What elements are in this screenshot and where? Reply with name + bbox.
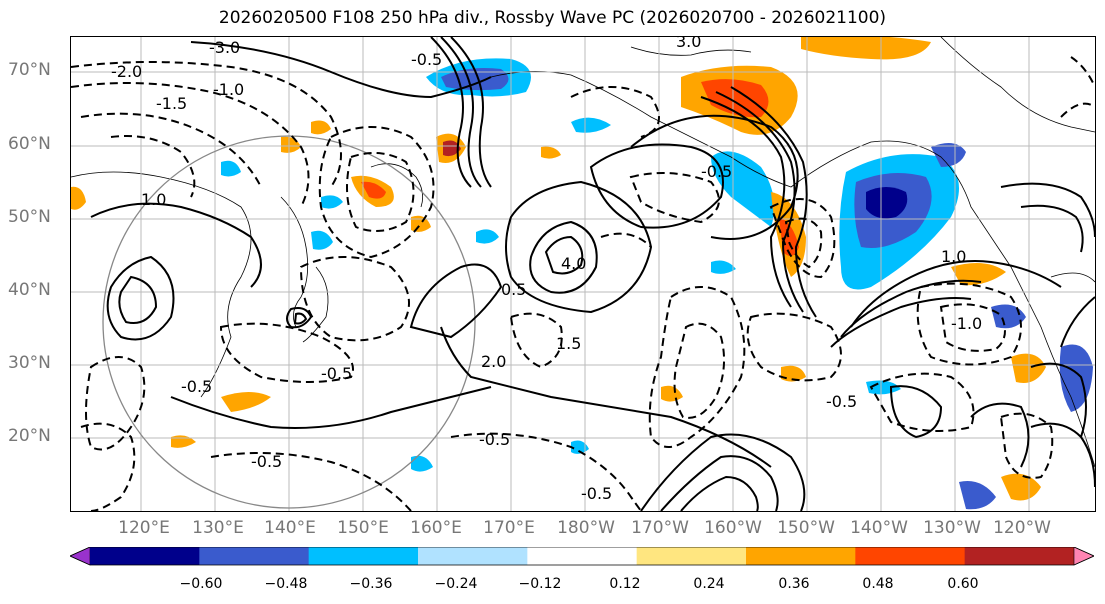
colorbar-segment: [199, 547, 310, 565]
radius-circle: [102, 135, 476, 509]
colorbar-segment: [90, 547, 200, 565]
lon-label-140w: 140°W: [850, 518, 908, 538]
lat-label-20n: 20°N: [8, 426, 51, 446]
lon-label-150e: 150°E: [337, 518, 389, 538]
colorbar-tick: 0.36: [778, 576, 810, 592]
contour-label: -3.0: [209, 38, 240, 57]
positive-divergence-shading: [71, 37, 1046, 501]
colorbar-segment: [855, 547, 966, 565]
contour-label: -0.5: [181, 377, 212, 396]
map-panel: -3.0 -2.0 -1.5 -1.0 -0.5 0.5 1.0 1.5 2.0…: [70, 36, 1096, 512]
colorbar: [70, 547, 1094, 566]
negative-contours: [71, 56, 1095, 511]
colorbar-tick: 0.24: [693, 576, 725, 592]
lat-label-40n: 40°N: [8, 280, 51, 300]
positive-contours: [90, 37, 1095, 511]
contour-label: -1.5: [156, 94, 187, 113]
contour-label: -2.0: [111, 62, 142, 81]
contour-label: -0.5: [321, 364, 352, 383]
map-canvas: -3.0 -2.0 -1.5 -1.0 -0.5 0.5 1.0 1.5 2.0…: [71, 37, 1095, 511]
contour-label: -0.5: [479, 430, 510, 449]
colorbar-tick: −0.24: [434, 576, 478, 592]
lon-label-130e: 130°E: [192, 518, 244, 538]
colorbar-tick: −0.48: [264, 576, 308, 592]
colorbar-extend-high: [1073, 547, 1094, 566]
contour-label: -0.5: [581, 484, 612, 503]
graticule: [71, 37, 1095, 511]
contour-label: -1.0: [213, 80, 244, 99]
colorbar-tick: 0.60: [947, 576, 979, 592]
lat-label-30n: 30°N: [8, 353, 51, 373]
lon-label-180w: 180°W: [557, 518, 615, 538]
contour-label: 3.0: [676, 37, 701, 51]
lon-label-160w: 160°W: [704, 518, 762, 538]
colorbar-extend-low: [70, 547, 91, 566]
colorbar-tick: −0.60: [179, 576, 223, 592]
colorbar-segment: [636, 547, 747, 565]
colorbar-segment: [418, 547, 528, 565]
colorbar-segment: [308, 547, 419, 565]
lon-label-120w: 120°W: [993, 518, 1051, 538]
lat-label-60n: 60°N: [8, 134, 51, 154]
colorbar-tick: −0.12: [518, 576, 562, 592]
map-title: 2026020500 F108 250 hPa div., Rossby Wav…: [218, 8, 887, 28]
contour-label: 1.0: [141, 190, 166, 209]
contour-label: -1.0: [951, 314, 982, 333]
contour-label: 2.0: [481, 352, 506, 371]
colorbar-segment: [746, 547, 856, 565]
contour-label: -0.5: [251, 452, 282, 471]
colorbar-tick: −0.36: [349, 576, 393, 592]
lon-label-160e: 160°E: [410, 518, 462, 538]
contour-label: -0.5: [826, 392, 857, 411]
colorbar-segment: [964, 547, 1075, 565]
lon-label-170w: 170°W: [631, 518, 689, 538]
contour-label: 0.5: [501, 280, 526, 299]
contour-label: 1.0: [941, 247, 966, 266]
contour-label: -0.5: [411, 50, 442, 69]
colorbar-tick: 0.48: [862, 576, 894, 592]
colorbar-outline: [70, 547, 1094, 566]
lon-label-140e: 140°E: [264, 518, 316, 538]
contour-label: 4.0: [561, 254, 586, 273]
contour-label: 1.5: [556, 334, 581, 353]
lon-label-130w: 130°W: [923, 518, 981, 538]
lat-label-50n: 50°N: [8, 207, 51, 227]
lat-label-70n: 70°N: [8, 60, 51, 80]
coastlines: [71, 37, 1095, 468]
lon-label-170e: 170°E: [483, 518, 535, 538]
negative-divergence-shading: [221, 58, 1093, 510]
lon-label-120e: 120°E: [118, 518, 170, 538]
colorbar-segment: [527, 547, 638, 565]
lon-label-150w: 150°W: [777, 518, 835, 538]
colorbar-tick: 0.12: [609, 576, 641, 592]
contour-labels: -3.0 -2.0 -1.5 -1.0 -0.5 0.5 1.0 1.5 2.0…: [111, 37, 982, 503]
contour-label: -0.5: [701, 162, 732, 181]
